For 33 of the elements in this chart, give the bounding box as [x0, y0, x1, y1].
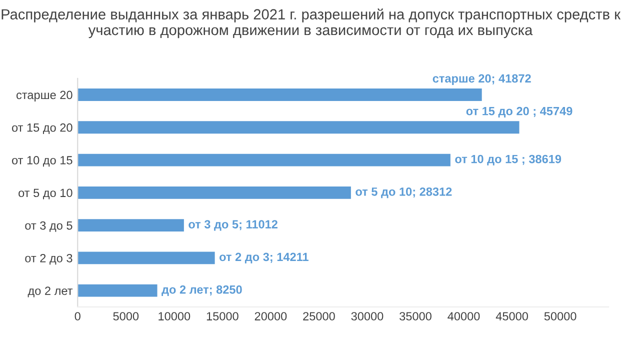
x-tick-label: 25000	[303, 312, 335, 320]
bar	[78, 88, 482, 101]
y-tick-label: от 3 до 5	[25, 221, 72, 232]
data-label: старше 20; 41872	[432, 74, 531, 85]
x-tick-label: 15000	[206, 312, 238, 320]
x-tick-label: 40000	[448, 312, 480, 320]
bar	[78, 154, 450, 166]
data-label: до 2 лет; 8250	[162, 285, 242, 296]
data-label: от 15 до 20 ; 45749	[466, 106, 572, 118]
y-tick-label: от 2 до 3	[25, 254, 72, 265]
data-label: от 2 до 3; 14211	[220, 252, 308, 264]
x-tick-label: 10000	[158, 312, 190, 320]
bar	[78, 186, 351, 199]
x-tick-label: 45000	[496, 312, 528, 320]
bar	[78, 284, 158, 297]
data-label: от 3 до 5; 11012	[188, 220, 278, 231]
chart-title: Распределение выданных за январь 2021 г. разрешений на допуск транспортных средств к участию в дорожном движении в зависимости от года их выпуска	[2, 8, 621, 38]
y-tick-label: от 15 до 20	[12, 123, 72, 134]
x-tick-label: 20000	[254, 312, 287, 320]
x-tick-label: 50000	[544, 312, 576, 320]
bar	[78, 121, 520, 134]
x-tick-label: 30000	[351, 312, 384, 320]
bar	[78, 252, 215, 264]
data-label: от 10 до 15 ; 38619	[455, 154, 562, 166]
y-tick-label: до 2 лет	[28, 286, 73, 298]
y-tick-label: от 5 до 10	[18, 188, 72, 200]
bar	[78, 219, 184, 232]
data-label: от 5 до 10; 28312	[356, 187, 452, 198]
y-tick-label: старше 20	[16, 90, 72, 102]
y-tick-label: от 10 до 15	[12, 156, 72, 167]
x-tick-label: 0	[74, 312, 80, 320]
x-tick-label: 5000	[113, 312, 139, 320]
x-tick-label: 35000	[400, 312, 432, 320]
